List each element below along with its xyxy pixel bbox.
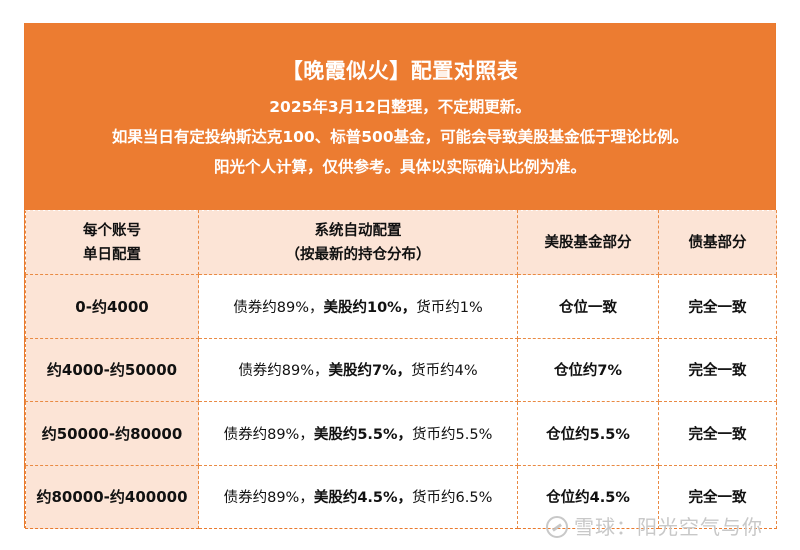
header-banner: 【晚霞似火】配置对照表 2025年3月12日整理，不定期更新。 如果当日有定投纳… [25, 23, 775, 210]
allocation-sheet: 【晚霞似火】配置对照表 2025年3月12日整理，不定期更新。 如果当日有定投纳… [24, 23, 777, 529]
xueqiu-logo-icon [546, 516, 568, 538]
disclaimer-note: 阳光个人计算，仅供参考。具体以实际确认比例为准。 [213, 158, 586, 176]
allocation-mix-cell: 债券约89%，美股约5.5%，货币约5.5% [198, 401, 518, 466]
watermark: 雪球：阳光空气与你 [546, 511, 763, 540]
us-fund-cell: 仓位约4.5% [517, 464, 659, 529]
amount-range-cell: 0-约4000 [25, 274, 199, 339]
allocation-table: 每个账号 单日配置 系统自动配置 （按最新的持仓分布） 美股基金部分 债基部分 … [25, 210, 777, 529]
amount-range-cell: 约50000-约80000 [25, 401, 199, 466]
allocation-mix-cell: 债券约89%，美股约7%，货币约4% [198, 337, 518, 402]
us-fund-cell: 仓位一致 [517, 274, 659, 339]
table-header-row: 每个账号 单日配置 系统自动配置 （按最新的持仓分布） 美股基金部分 债基部分 [25, 210, 777, 275]
watermark-text: 雪球：阳光空气与你 [574, 515, 763, 539]
update-date-note: 2025年3月12日整理，不定期更新。 [269, 98, 531, 116]
table-row: 约4000-约50000 债券约89%，美股约7%，货币约4% 仓位约7% 完全… [25, 337, 777, 402]
header-daily-amount: 每个账号 单日配置 [25, 210, 199, 275]
bond-fund-cell: 完全一致 [658, 401, 777, 466]
header-us-fund-part: 美股基金部分 [517, 210, 659, 275]
header-auto-allocation: 系统自动配置 （按最新的持仓分布） [198, 210, 518, 275]
bond-fund-cell: 完全一致 [658, 337, 777, 402]
header-bond-fund-part: 债基部分 [658, 210, 777, 275]
table-row: 约50000-约80000 债券约89%，美股约5.5%，货币约5.5% 仓位约… [25, 401, 777, 466]
amount-range-cell: 约80000-约400000 [25, 464, 199, 529]
bond-fund-cell: 完全一致 [658, 274, 777, 339]
allocation-mix-cell: 债券约89%，美股约10%，货币约1% [198, 274, 518, 339]
table-row: 约80000-约400000 债券约89%，美股约4.5%，货币约6.5% 仓位… [25, 464, 777, 529]
dca-warning-note: 如果当日有定投纳斯达克100、标普500基金，可能会导致美股基金低于理论比例。 [111, 128, 689, 146]
table-row: 0-约4000 债券约89%，美股约10%，货币约1% 仓位一致 完全一致 [25, 274, 777, 339]
amount-range-cell: 约4000-约50000 [25, 337, 199, 402]
page-title: 【晚霞似火】配置对照表 [281, 59, 519, 83]
allocation-mix-cell: 债券约89%，美股约4.5%，货币约6.5% [198, 464, 518, 529]
us-fund-cell: 仓位约5.5% [517, 401, 659, 466]
bond-fund-cell: 完全一致 [658, 464, 777, 529]
us-fund-cell: 仓位约7% [517, 337, 659, 402]
